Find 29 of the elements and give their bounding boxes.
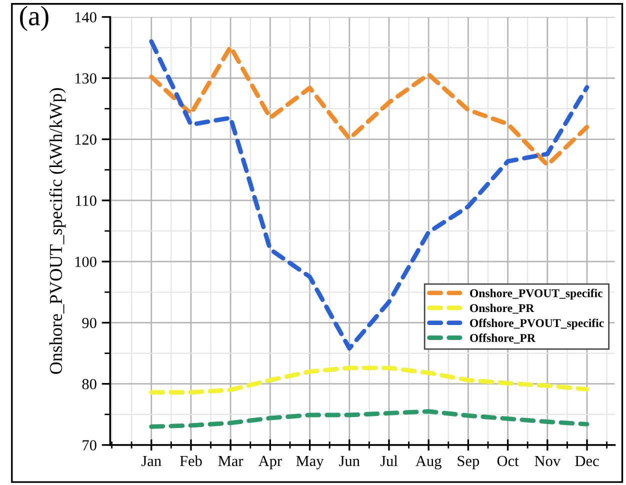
x-tick-label: Oct <box>497 456 519 466</box>
y-tick-label: 100 <box>75 256 96 268</box>
legend-label: Onshore_PR <box>470 304 534 314</box>
x-tick-label: Sep <box>458 456 480 470</box>
y-tick-label: 140 <box>75 12 96 22</box>
x-tick-label: Apr <box>258 456 282 470</box>
y-tick-label: 90 <box>82 318 96 328</box>
x-tick-label: Nov <box>534 456 561 466</box>
y-tick-label: 130 <box>75 73 96 84</box>
legend-label: Offshore_PVOUT_specific <box>470 318 604 330</box>
x-tick-label: Dec <box>575 456 599 466</box>
x-tick-label: Aug <box>416 456 442 470</box>
text: (a) <box>20 6 48 32</box>
x-tick-label: Jul <box>380 455 398 466</box>
y-tick-label: 120 <box>75 134 96 145</box>
x-tick-label: Jan <box>142 456 162 466</box>
legend-label: Offshore_PR <box>470 334 536 344</box>
y-tick-label: 110 <box>76 196 96 206</box>
y-tick-label: 70 <box>82 440 96 450</box>
line-series <box>149 366 590 395</box>
x-tick-label: Mar <box>218 456 244 466</box>
line-series <box>149 409 590 429</box>
y-axis-title: Onshore_PVOUT_specific (kWh/kWp) <box>49 88 66 374</box>
x-tick-label: Feb <box>180 455 202 466</box>
line-series <box>149 44 590 168</box>
y-tick-label: 80 <box>82 378 96 390</box>
x-tick-label: Jun <box>339 456 360 466</box>
x-tick-label: May <box>296 456 324 470</box>
legend-label: Onshore_PVOUT_specific <box>470 288 603 300</box>
